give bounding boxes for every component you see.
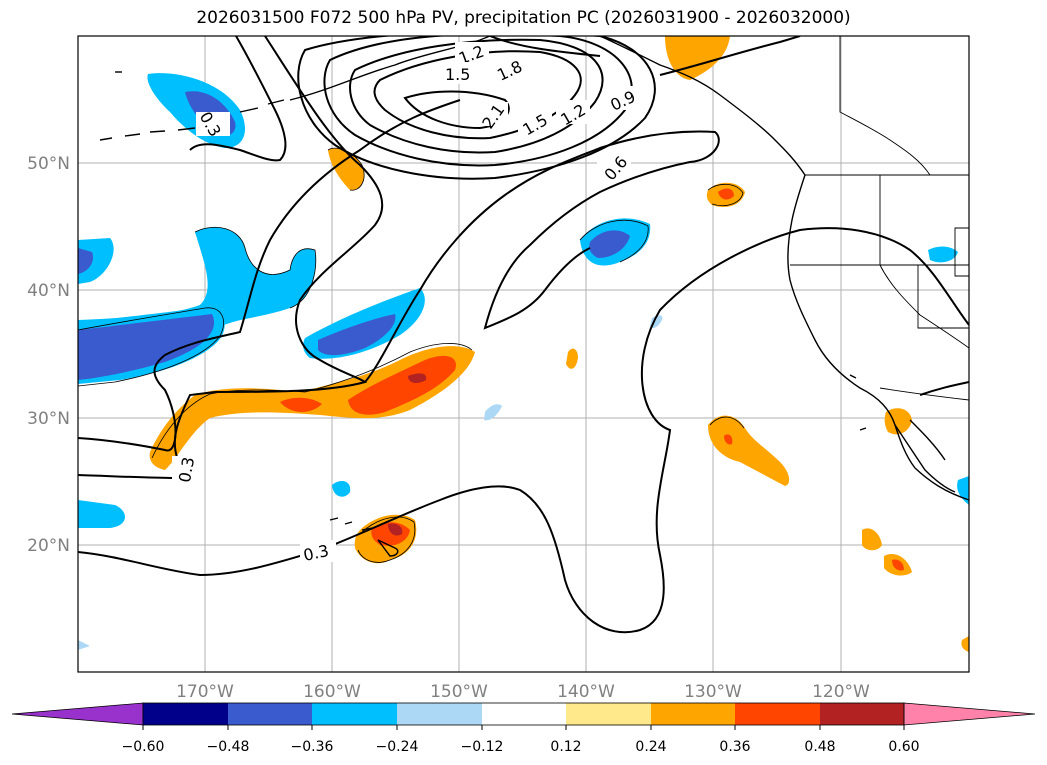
map-panel: 1.2 1.5 1.8 2.1 1.5 1.2 0.9 0.6 0.3 0.3 … <box>77 35 970 673</box>
colorbar-bin-neg036 <box>312 703 397 725</box>
colorbar-label-neg048: −0.48 <box>207 739 250 755</box>
blue-blob-west-band <box>78 238 114 284</box>
gulf-of-california <box>909 419 946 461</box>
colorbar-label-pos036: 0.36 <box>719 739 750 755</box>
baja-peninsula <box>894 424 956 493</box>
blue-blob-south-west <box>78 500 126 528</box>
lon-tick-150w: 150°W <box>430 682 488 702</box>
california-border <box>790 264 969 349</box>
lon-tick-130w: 130°W <box>684 682 742 702</box>
pv-contour-0-6 <box>173 36 720 461</box>
map-title: 2026031500 F072 500 hPa PV, precipitatio… <box>196 8 851 28</box>
contour-label-0-3-south: 0.3 <box>302 541 331 565</box>
map-frame <box>77 35 970 673</box>
colorbar-label-pos048: 0.48 <box>804 739 835 755</box>
lon-tick-140w: 140°W <box>557 682 615 702</box>
north-america-coast <box>787 174 969 501</box>
colorbar-bin-pos024 <box>651 703 735 725</box>
colorbar-bin-pos012 <box>566 703 651 725</box>
colorbar-bin-neg060 <box>143 703 228 725</box>
red-core-main <box>348 355 456 415</box>
orange-blob-north <box>328 148 365 191</box>
pv-contour-1-2-a <box>323 36 633 167</box>
pv-contour-0-9 <box>297 36 656 180</box>
colorbar-bin-pos036 <box>735 703 820 725</box>
state-border-2 <box>917 265 969 329</box>
contour-label-1-5-top: 1.5 <box>445 65 470 84</box>
colorbar-label-pos060: 0.60 <box>888 739 919 755</box>
colorbar-label-neg036: −0.36 <box>291 739 334 755</box>
colorbar-label-pos024: 0.24 <box>635 739 666 755</box>
colorbar-bin-neg048 <box>228 703 312 725</box>
lon-tick-labels: 170°W 160°W 150°W 140°W 130°W 120°W <box>176 682 870 702</box>
pv-contour-0-3-north <box>189 36 287 162</box>
colorbar-label-neg012: −0.12 <box>461 739 504 755</box>
lat-tick-30n: 30°N <box>27 409 70 429</box>
pv-contour-0-3-south <box>489 36 801 76</box>
lon-tick-170w: 170°W <box>176 682 234 702</box>
pv-contour-0-3-east <box>919 381 969 396</box>
hawaii-islands <box>329 517 399 557</box>
precip-negative-shading <box>78 73 969 650</box>
colorbar-bin-pos048 <box>820 703 904 725</box>
colorbar-label-neg024: −0.24 <box>376 739 419 755</box>
gridlines <box>78 36 969 672</box>
lon-tick-120w: 120°W <box>812 682 870 702</box>
colorbar-label-neg060: −0.60 <box>122 739 165 755</box>
colorbar: −0.60 −0.48 −0.36 −0.24 −0.12 0.12 0.24 … <box>11 702 1036 755</box>
lat-tick-20n: 20°N <box>27 536 70 556</box>
lat-tick-labels: 50°N 40°N 30°N 20°N <box>27 154 70 556</box>
pv-contours <box>78 36 969 634</box>
contour-label-0-3-west: 0.3 <box>175 456 198 484</box>
blue-blob-central <box>78 227 316 330</box>
colorbar-extend-low <box>11 702 144 726</box>
colorbar-extend-high <box>903 702 1036 726</box>
colorbar-bin-neutral <box>482 703 566 725</box>
lat-tick-50n: 50°N <box>27 154 70 174</box>
lon-tick-160w: 160°W <box>303 682 361 702</box>
colorbar-bin-neg024 <box>397 703 482 725</box>
precip-outlines <box>78 147 745 563</box>
lat-tick-40n: 40°N <box>27 281 70 301</box>
orange-blob-baja-offshore <box>708 415 790 486</box>
precip-positive-shading <box>149 36 969 652</box>
colorbar-label-pos012: 0.12 <box>550 739 581 755</box>
